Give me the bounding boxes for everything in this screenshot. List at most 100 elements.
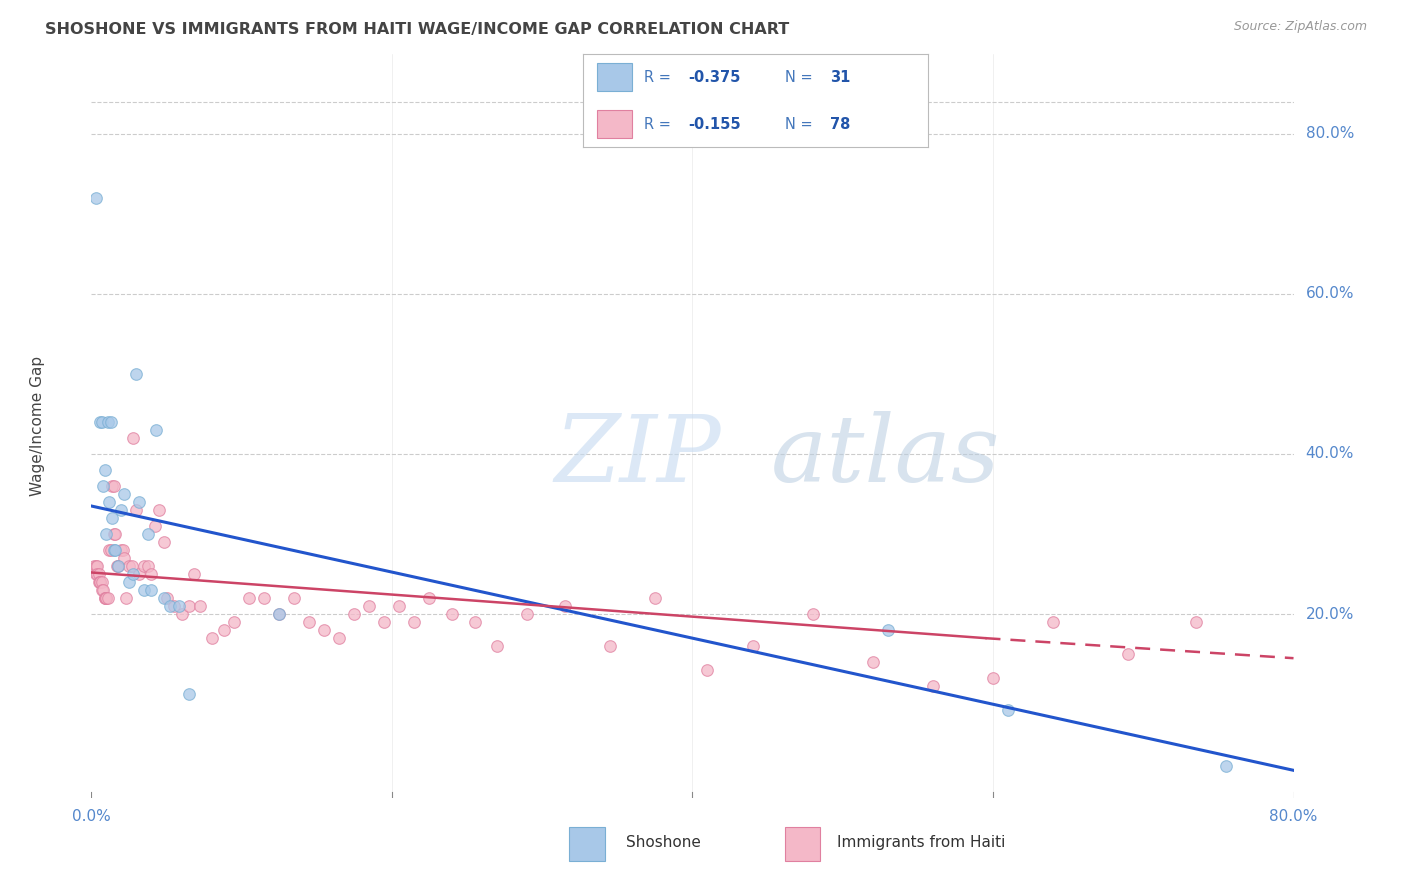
Point [132,583,155,598]
Point [96,591,118,606]
Text: Immigrants from Haiti: Immigrants from Haiti [837,836,1005,850]
Point [876,623,898,637]
Point [86,567,108,582]
Text: R =: R = [644,70,675,85]
Point [103,479,125,493]
Point [90,583,112,598]
Point [107,559,129,574]
Point [143,519,166,533]
Point [148,503,170,517]
Point [122,431,145,445]
Point [86,559,108,574]
Point [644,591,666,606]
Point [132,559,155,574]
Point [981,671,1004,685]
Point [84,559,107,574]
Point [269,607,291,621]
Point [486,639,509,653]
Point [89,575,111,590]
Text: 60.0%: 60.0% [1306,286,1354,301]
Point [122,567,145,582]
Point [188,599,211,614]
Point [98,495,121,509]
Point [100,543,122,558]
Point [862,655,884,669]
Point [554,599,576,614]
Point [741,639,763,653]
Point [1215,759,1237,773]
Point [128,495,150,509]
Point [314,623,336,637]
Point [373,615,395,629]
Point [138,527,160,541]
Text: Source: ZipAtlas.com: Source: ZipAtlas.com [1233,20,1367,33]
Point [464,615,486,629]
Point [516,607,538,621]
Bar [598,63,631,91]
Point [418,591,440,606]
Point [125,503,148,517]
Text: Shoshone: Shoshone [626,836,700,850]
Point [125,367,148,381]
Point [94,591,117,606]
Point [298,615,321,629]
Point [94,463,117,477]
Point [90,575,112,590]
Point [1042,615,1064,629]
Point [103,527,125,541]
Point [152,591,174,606]
Point [177,687,200,701]
Point [224,615,246,629]
Point [87,575,110,590]
Point [105,559,128,574]
Point [183,567,205,582]
Text: N =: N = [785,70,817,85]
Point [696,663,718,677]
Point [84,191,107,205]
Point [115,591,138,606]
Point [922,679,945,693]
Point [145,423,167,437]
Point [107,559,129,574]
Text: R =: R = [644,117,675,132]
Point [141,567,163,582]
Point [93,583,115,598]
Point [343,607,366,621]
Point [103,543,125,558]
Point [98,543,121,558]
Point [97,591,120,606]
Point [328,631,350,645]
Point [388,599,411,614]
Point [83,559,105,574]
Point [118,559,141,574]
Point [177,599,200,614]
Point [269,607,291,621]
Point [94,591,117,606]
Point [110,503,132,517]
Text: atlas: atlas [770,410,1000,500]
Point [997,703,1019,717]
Point [359,599,381,614]
Point [114,487,136,501]
Point [104,527,127,541]
Text: -0.155: -0.155 [689,117,741,132]
Point [114,551,136,566]
Text: ZIP: ZIP [554,410,721,500]
Point [141,583,163,598]
Point [155,591,177,606]
Point [128,567,150,582]
Point [110,543,132,558]
Point [163,599,186,614]
Point [138,559,160,574]
Text: 40.0%: 40.0% [1306,447,1354,461]
Text: SHOSHONE VS IMMIGRANTS FROM HAITI WAGE/INCOME GAP CORRELATION CHART: SHOSHONE VS IMMIGRANTS FROM HAITI WAGE/I… [45,22,789,37]
Text: -0.375: -0.375 [689,70,741,85]
Point [253,591,276,606]
Text: 31: 31 [830,70,851,85]
Point [101,511,124,525]
Text: Wage/Income Gap: Wage/Income Gap [30,356,45,496]
Text: 80.0%: 80.0% [1306,126,1354,141]
Point [201,631,224,645]
Point [87,567,110,582]
Point [111,543,134,558]
